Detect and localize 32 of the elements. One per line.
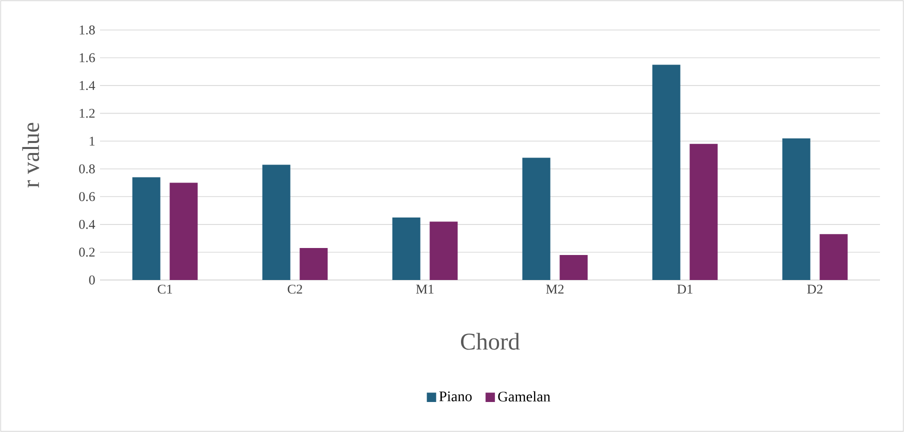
x-tick-label: M1 [416, 284, 434, 294]
x-tick-label: D2 [807, 284, 822, 294]
bar [262, 164, 290, 280]
bar [560, 254, 588, 280]
x-tick-label: D1 [677, 284, 692, 294]
y-tick-label: 0.4 [79, 220, 96, 229]
bar [652, 64, 680, 280]
y-tick-label: 0.2 [79, 248, 95, 257]
bar [522, 158, 550, 280]
bar [132, 177, 160, 280]
y-axis-title: r value [22, 122, 40, 188]
x-tick-label: C2 [288, 284, 302, 294]
y-tick-label: 1.4 [80, 81, 96, 90]
legend-label: Piano [439, 391, 472, 402]
bar [690, 144, 718, 280]
x-tick-label: M2 [546, 284, 564, 294]
y-tick-label: 0 [89, 275, 95, 284]
y-tick-label: 0.8 [79, 164, 95, 174]
bar [300, 248, 328, 280]
bar [820, 234, 848, 280]
bar [430, 222, 458, 280]
y-tick-label: 1 [90, 136, 95, 146]
y-tick-label: 0.6 [79, 192, 95, 202]
bar [170, 182, 198, 280]
bar [782, 138, 810, 280]
x-axis-title: Chord [460, 332, 520, 350]
legend-label: Gamelan [498, 391, 550, 402]
y-tick-label: 1.2 [80, 108, 95, 118]
x-tick-label: C1 [158, 284, 172, 294]
bar [392, 217, 420, 280]
y-tick-label: 1.6 [80, 53, 95, 62]
y-tick-label: 1.8 [80, 25, 95, 35]
